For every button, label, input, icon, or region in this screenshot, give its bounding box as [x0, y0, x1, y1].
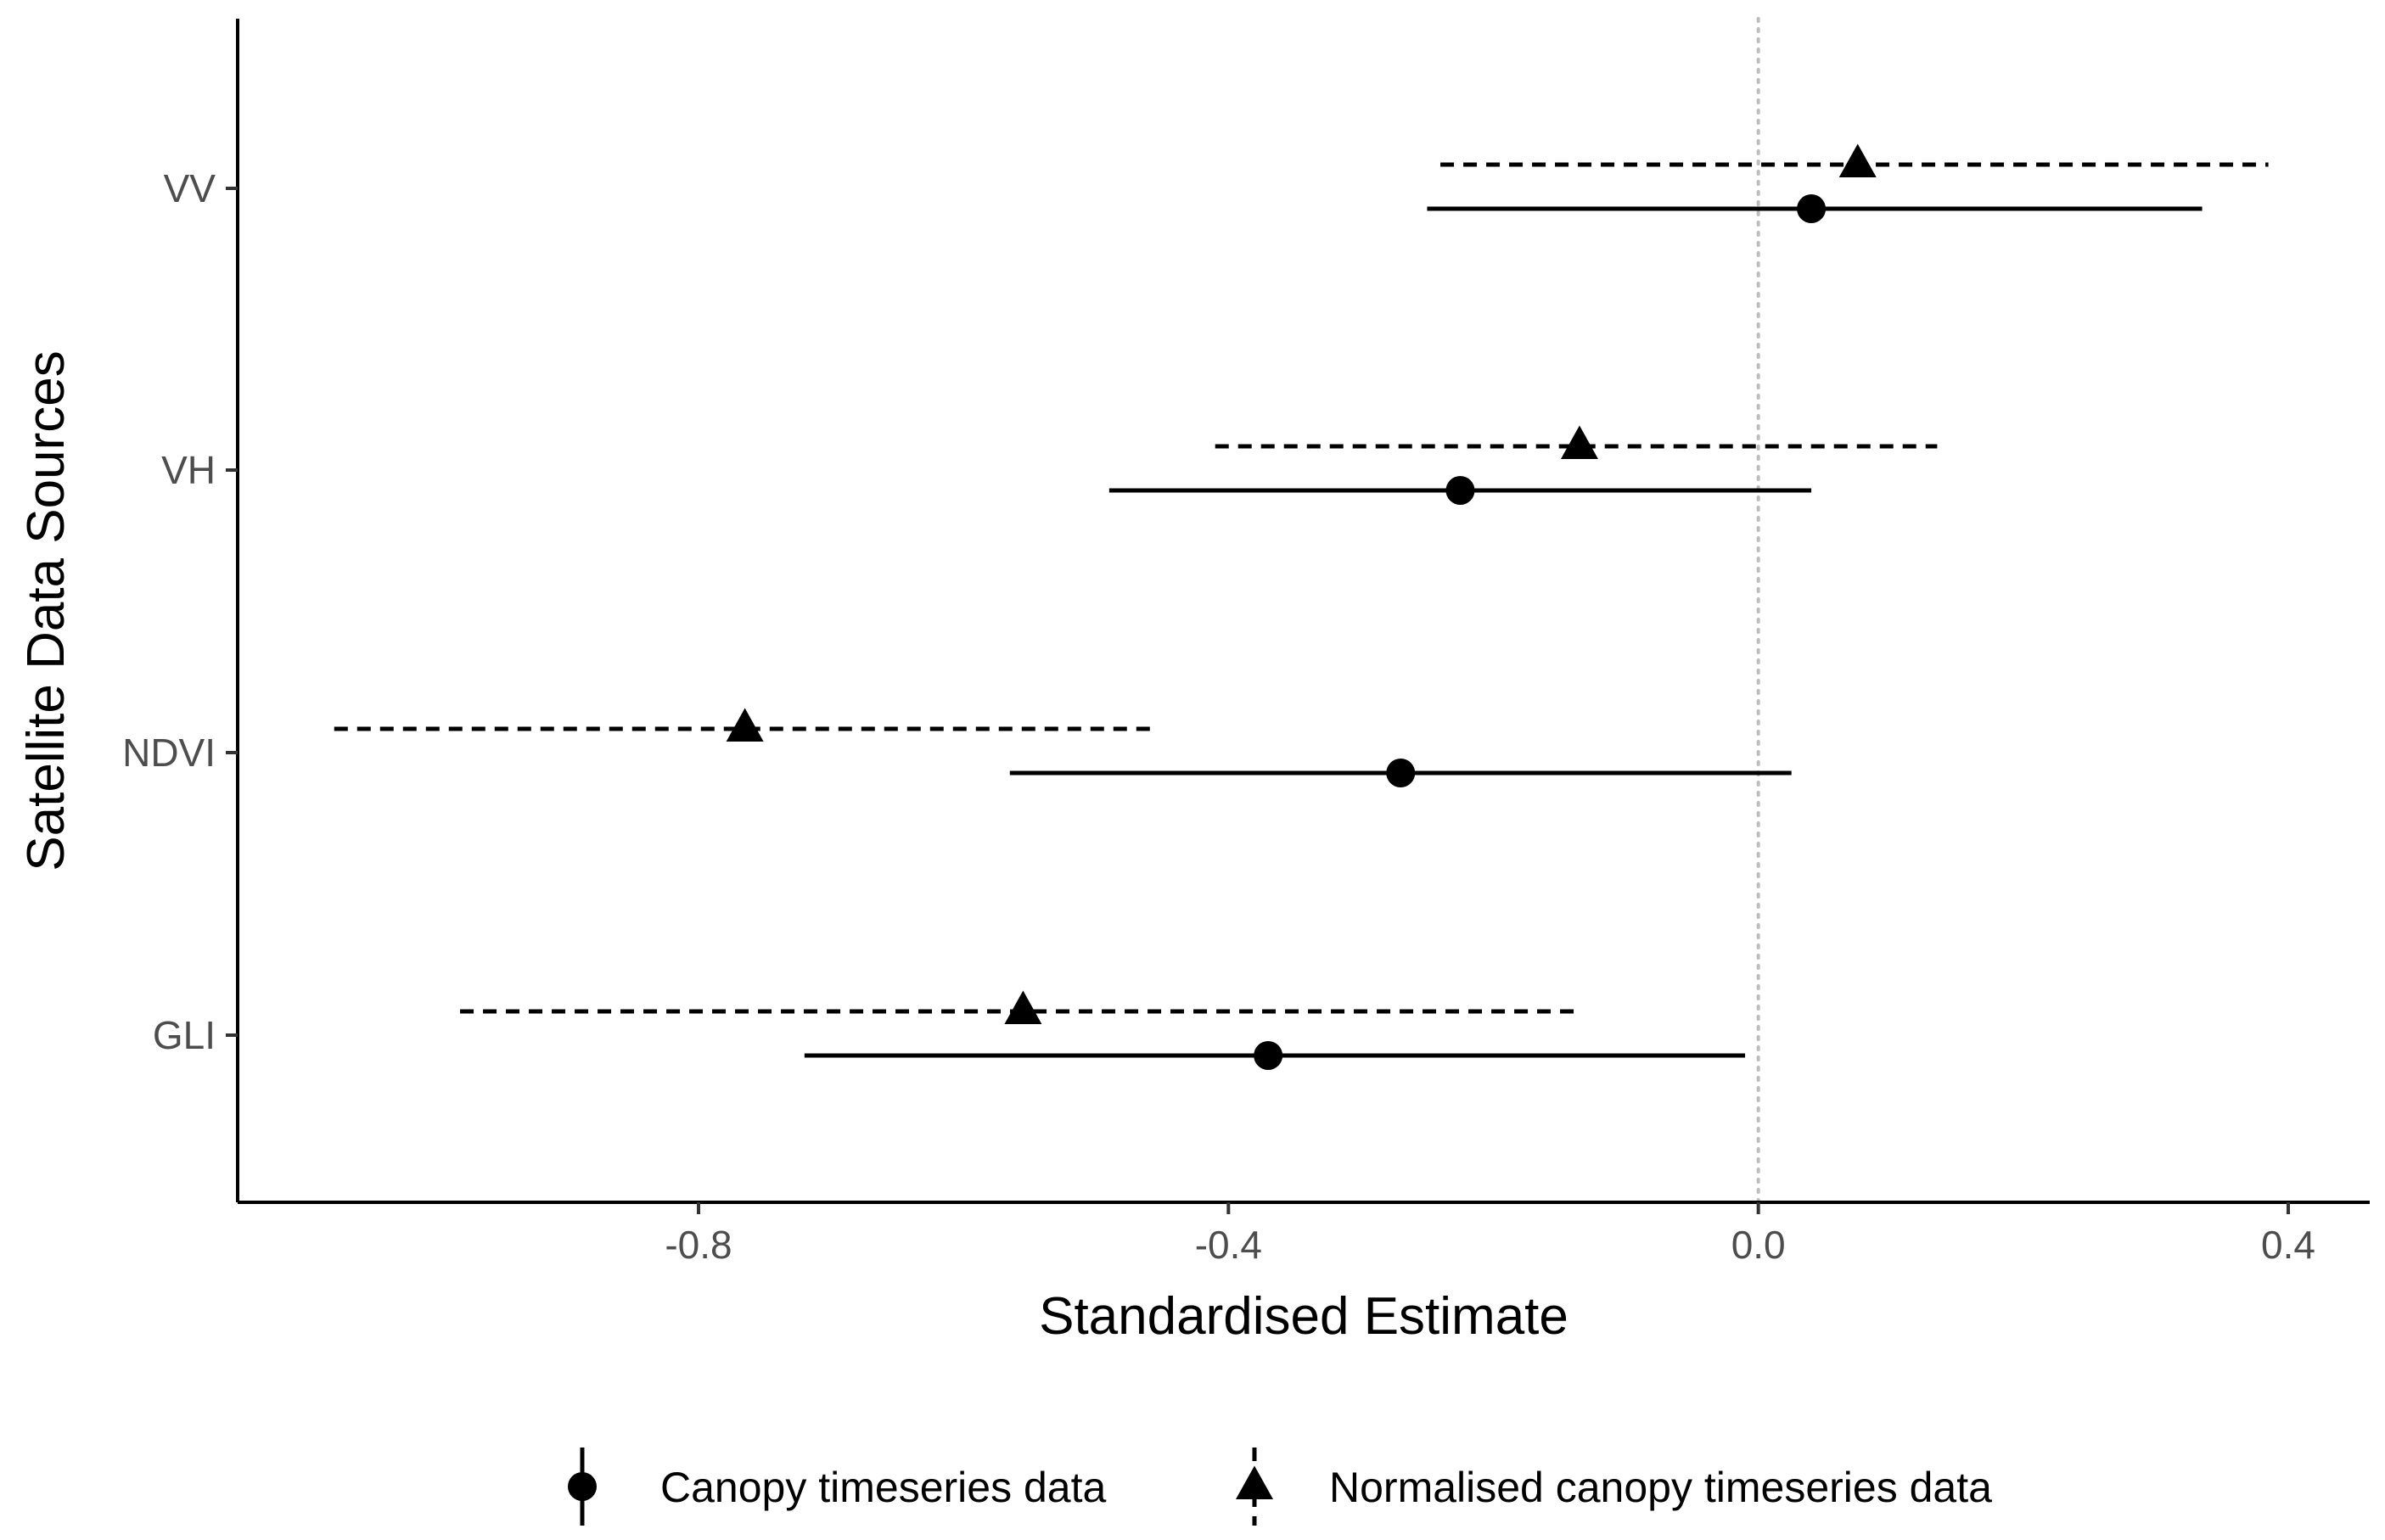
series-1	[804, 194, 2203, 1070]
y-tick-label: VV	[164, 166, 216, 210]
estimate-point	[726, 708, 764, 742]
x-tick-label: 0.0	[1731, 1223, 1786, 1267]
legend-item: Normalised canopy timeseries data	[1236, 1448, 1992, 1526]
x-tick-label: -0.4	[1195, 1223, 1262, 1267]
x-axis-title: Standardised Estimate	[1039, 1287, 1568, 1346]
legend-key-triangle	[1236, 1465, 1273, 1500]
x-tick-label: -0.8	[665, 1223, 732, 1267]
legend-label: Normalised canopy timeseries data	[1329, 1464, 1992, 1511]
estimate-point	[1797, 194, 1827, 223]
legend: Canopy timeseries data Normalised canopy …	[568, 1448, 1992, 1526]
series-marks	[334, 143, 2269, 1070]
estimate-point	[1838, 143, 1877, 178]
estimate-point	[1004, 990, 1042, 1025]
estimate-point	[1254, 1041, 1283, 1070]
legend-label: Canopy timeseries data	[660, 1464, 1106, 1511]
x-ticks: -0.8 -0.4 0.0 0.4	[665, 1202, 2315, 1267]
x-tick-label: 0.4	[2261, 1223, 2315, 1267]
legend-item: Canopy timeseries data	[568, 1448, 1106, 1526]
y-tick-label: VH	[161, 448, 216, 492]
estimate-point	[1445, 476, 1475, 505]
series-2	[334, 143, 2269, 1025]
axes	[236, 19, 2370, 1204]
y-tick-label: GLI	[153, 1013, 216, 1057]
estimate-point	[1386, 759, 1416, 787]
y-ticks: VV VH NDVI GLI	[122, 166, 238, 1057]
y-tick-label: NDVI	[122, 731, 216, 775]
estimate-point	[1560, 425, 1598, 460]
y-axis-title: Satellite Data Sources	[17, 350, 76, 871]
legend-key-circle	[568, 1472, 597, 1501]
